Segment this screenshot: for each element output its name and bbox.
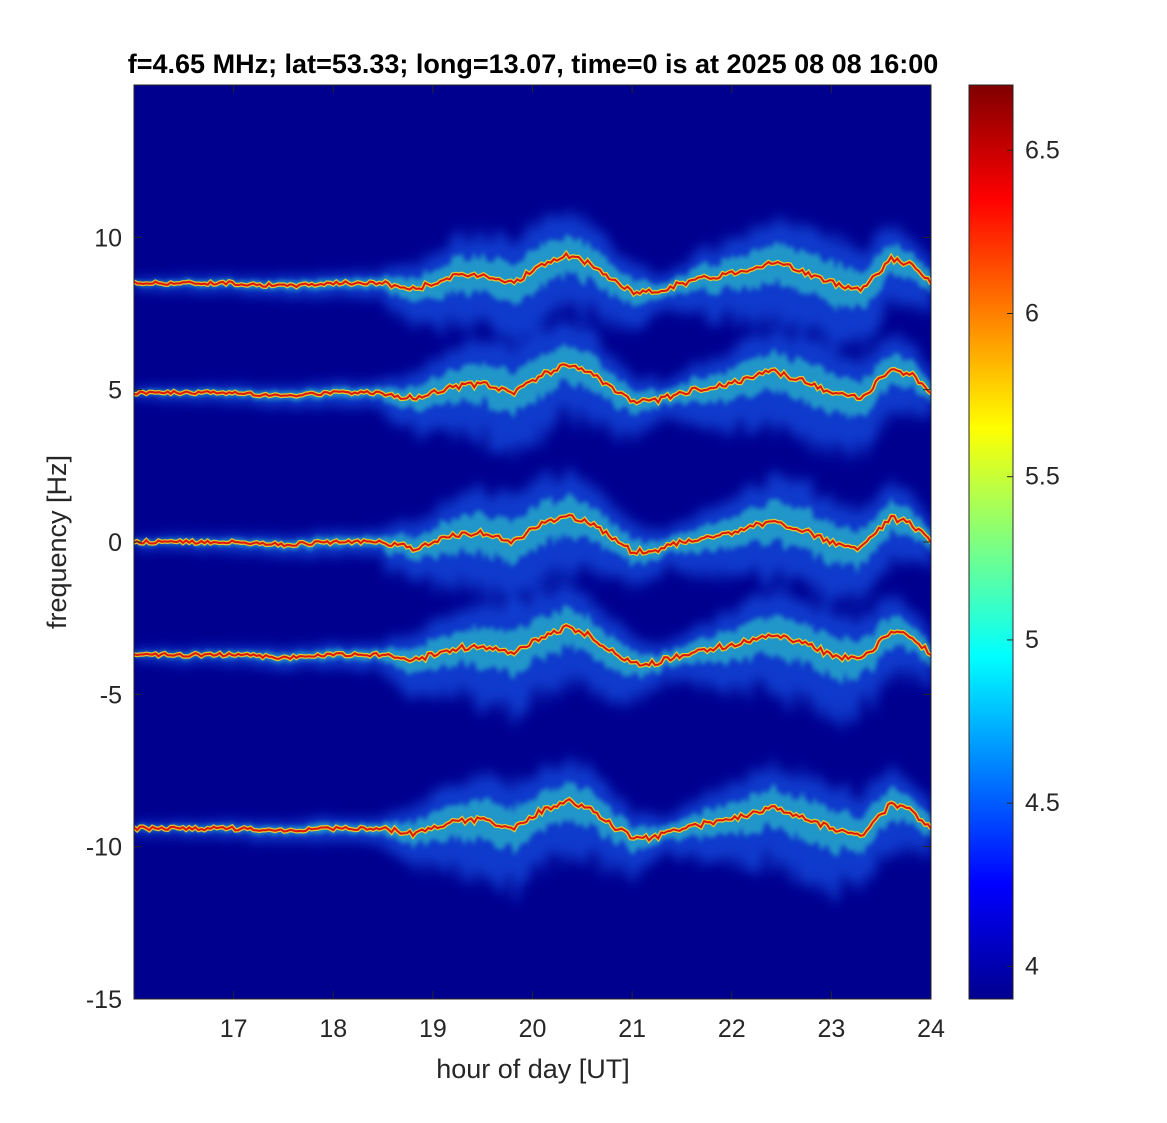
y-tick-label: 0 bbox=[108, 529, 122, 557]
trace-core bbox=[134, 513, 931, 555]
x-tick-label: 20 bbox=[519, 1015, 547, 1043]
y-axis-label: frequency [Hz] bbox=[42, 455, 72, 629]
y-tick-label: -10 bbox=[86, 834, 122, 862]
x-tick-label: 22 bbox=[718, 1015, 746, 1043]
colorbar-tick-label: 6.5 bbox=[1025, 136, 1060, 164]
colorbar-tick-label: 4 bbox=[1025, 952, 1039, 980]
trace-core bbox=[134, 251, 931, 296]
colorbar bbox=[968, 84, 1014, 1000]
y-tick-label: 5 bbox=[108, 377, 122, 405]
chart-title: f=4.65 MHz; lat=53.33; long=13.07, time=… bbox=[128, 49, 938, 79]
trace-band bbox=[134, 492, 931, 574]
trace-core bbox=[134, 624, 931, 667]
x-tick-label: 24 bbox=[917, 1015, 945, 1043]
trace-core bbox=[134, 363, 931, 405]
spectrogram-traces bbox=[134, 208, 931, 904]
colorbar-tick-label: 4.5 bbox=[1025, 789, 1060, 817]
trace-band bbox=[134, 604, 931, 685]
colorbar-tick-label: 5.5 bbox=[1025, 463, 1060, 491]
colorbar-tick-label: 5 bbox=[1025, 626, 1039, 654]
colorbar-tick-label: 6 bbox=[1025, 300, 1039, 328]
y-axis-ticks: -15 -10 -5 0 5 10 bbox=[86, 224, 931, 1014]
x-axis-label: hour of day [UT] bbox=[436, 1054, 630, 1084]
x-tick-label: 19 bbox=[419, 1015, 447, 1043]
trace-core bbox=[134, 798, 931, 842]
x-tick-label: 21 bbox=[618, 1015, 646, 1043]
y-tick-label: 10 bbox=[94, 224, 122, 252]
y-tick-label: -5 bbox=[100, 681, 122, 709]
x-tick-label: 23 bbox=[817, 1015, 845, 1043]
x-axis-ticks: 17 18 19 20 21 22 23 24 bbox=[220, 85, 945, 1043]
colorbar-ticks: 4 4.5 5 5.5 6 6.5 bbox=[1007, 136, 1060, 980]
y-tick-label: -15 bbox=[86, 986, 122, 1014]
x-tick-label: 18 bbox=[319, 1015, 347, 1043]
x-tick-label: 17 bbox=[220, 1015, 248, 1043]
